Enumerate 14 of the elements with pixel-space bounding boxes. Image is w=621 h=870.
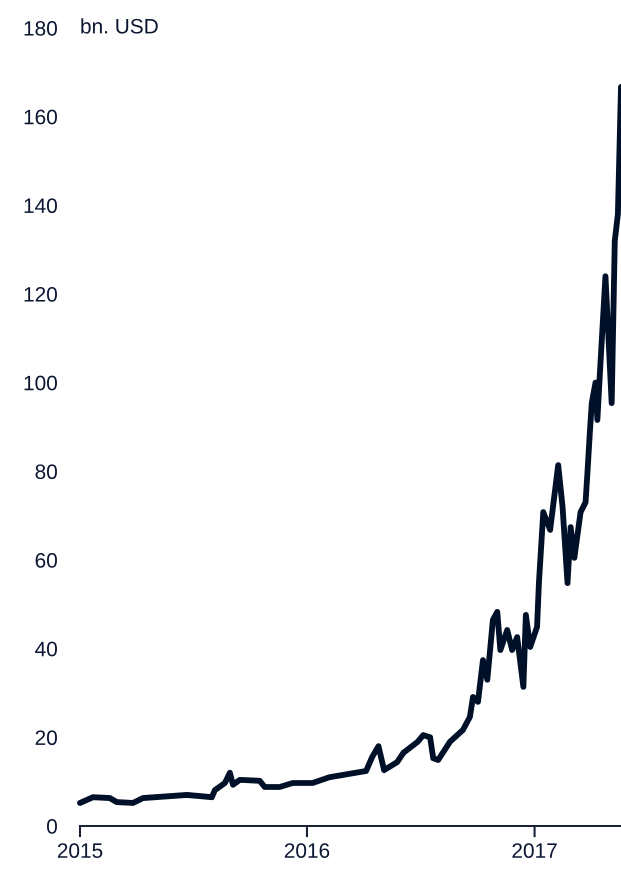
y-tick-label: 180 xyxy=(24,21,57,36)
y-tick-label: 20 xyxy=(36,730,57,746)
y-tick-label: 0 xyxy=(47,819,57,834)
y-tick-label: 160 xyxy=(24,110,57,124)
y-tick-label: 40 xyxy=(35,642,57,656)
y-tick-label: 120 xyxy=(24,287,57,302)
y-tick-label: 140 xyxy=(24,198,57,214)
y-tick-label: 80 xyxy=(36,464,57,480)
x-tick-label: 2015 xyxy=(58,843,102,858)
y-tick-label: 100 xyxy=(24,376,57,390)
y-tick-label: 60 xyxy=(36,553,57,568)
y-axis-title: bn. USD xyxy=(81,18,158,34)
x-tick-label: 2017 xyxy=(512,843,557,858)
x-tick-label: 2016 xyxy=(284,843,330,858)
